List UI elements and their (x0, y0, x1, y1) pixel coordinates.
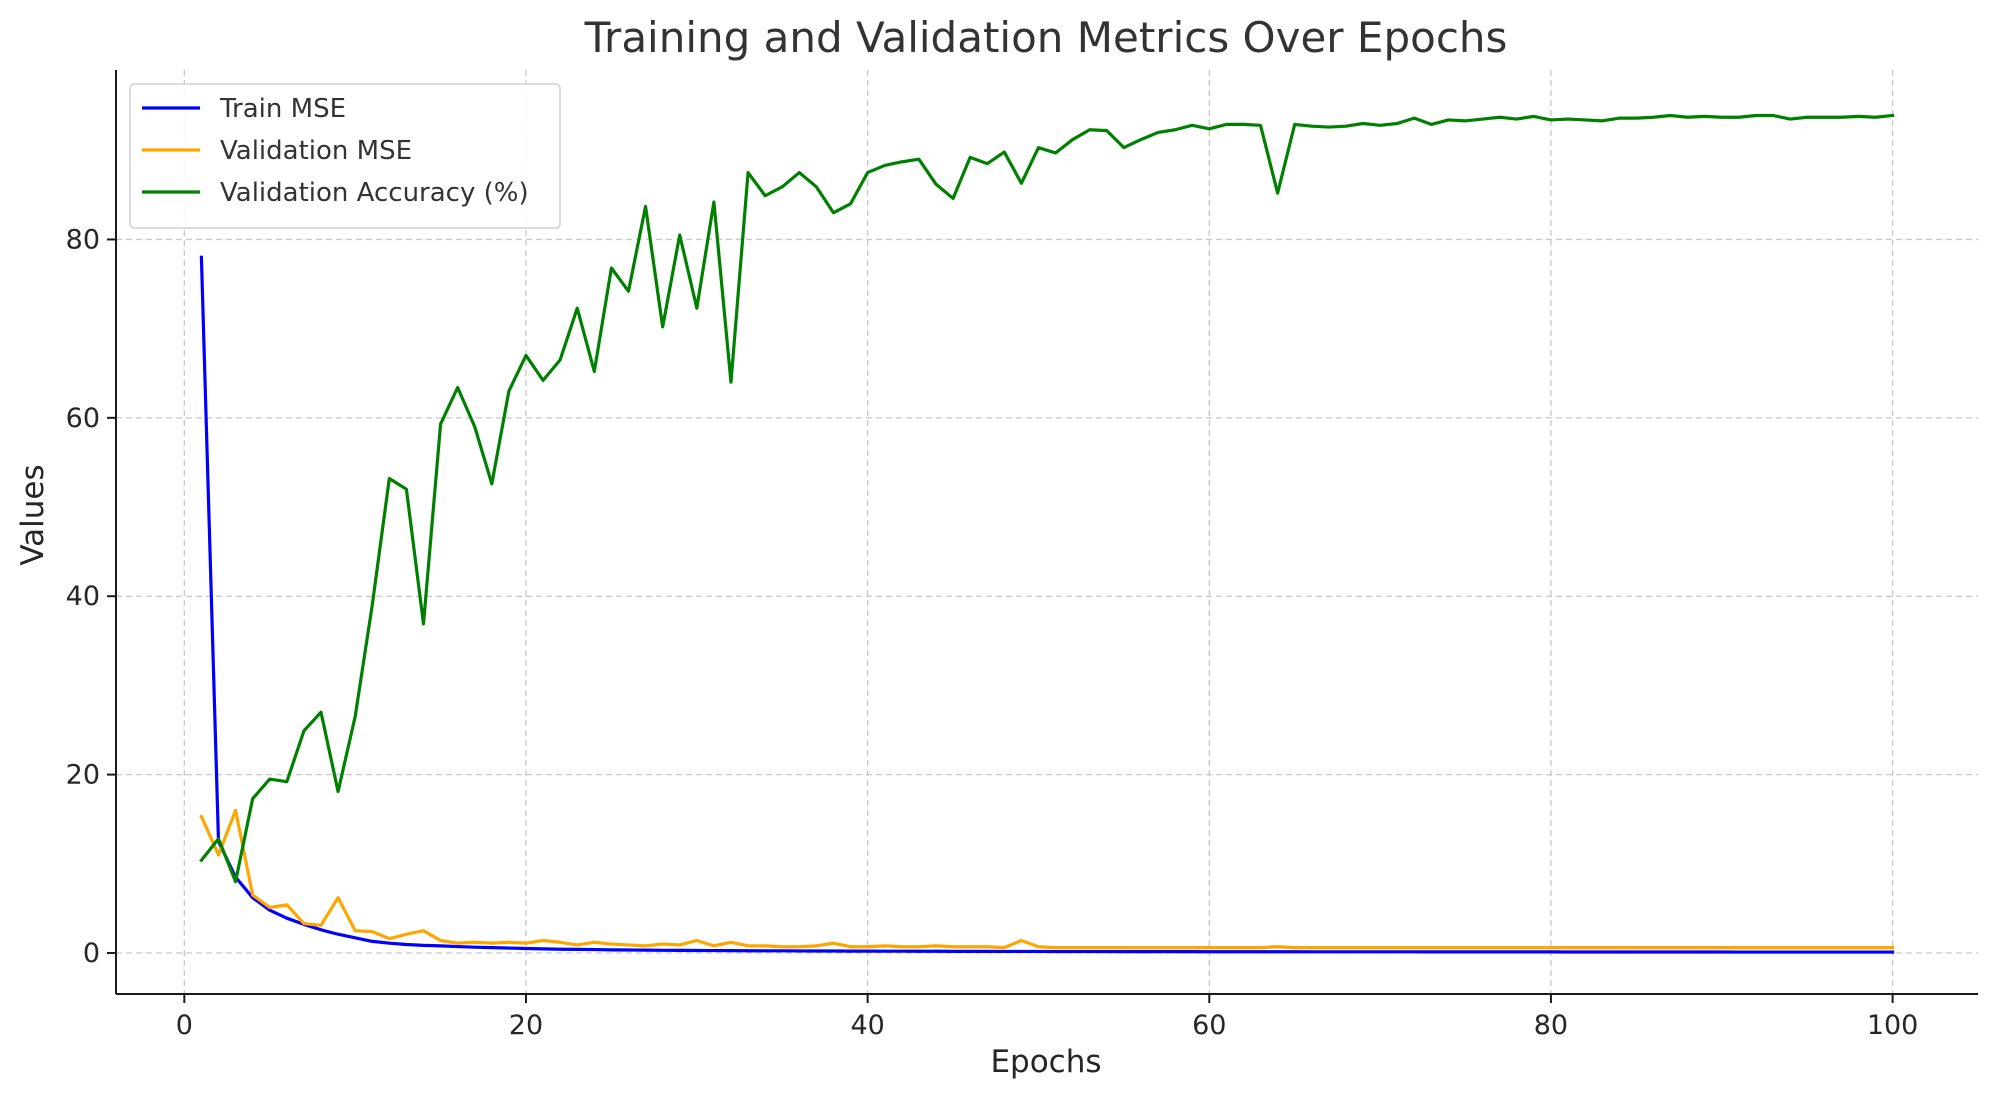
series-lines (199, 113, 1895, 954)
series-line-2 (199, 808, 1895, 950)
x-tick-label: 20 (509, 1010, 543, 1041)
x-tick-label: 80 (1534, 1010, 1568, 1041)
legend: Train MSE Validation MSE Validation Accura… (129, 83, 561, 229)
y-tick-label: 40 (66, 581, 100, 612)
legend-box (129, 83, 561, 229)
x-tick-label: 40 (850, 1010, 884, 1041)
x-axis-title: Epochs (990, 1044, 1101, 1080)
legend-label-1: Train MSE (219, 94, 346, 124)
x-tick-label: 0 (176, 1010, 193, 1041)
legend-label-2: Validation MSE (220, 136, 412, 166)
x-tick-label: 60 (1192, 1010, 1226, 1041)
axes (115, 70, 1978, 995)
series-line-1 (199, 255, 1895, 954)
legend-label-3: Validation Accuracy (%) (220, 178, 529, 208)
chart-title: Training and Validation Metrics Over Epo… (584, 13, 1508, 62)
y-tick-label: 80 (66, 224, 100, 255)
x-tick-label: 100 (1867, 1010, 1919, 1041)
y-axis-title: Values (15, 464, 51, 565)
y-tick-label: 0 (83, 938, 100, 969)
series-line-3 (199, 113, 1895, 884)
y-tick-label: 60 (66, 403, 100, 434)
ticks: 0 20 40 60 80 100 0 20 40 60 80 (66, 224, 1919, 1041)
y-tick-label: 20 (66, 760, 100, 791)
